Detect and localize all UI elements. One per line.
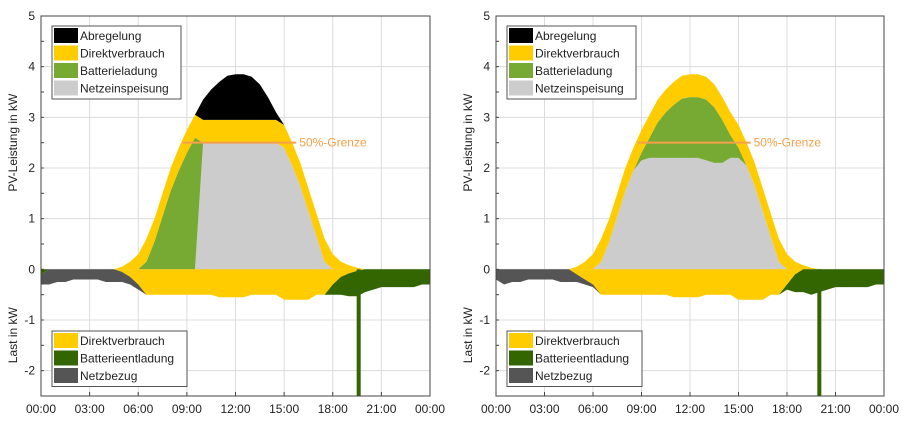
x-tick-label: 06:00 <box>578 402 608 416</box>
y-tick-label: -2 <box>24 364 35 378</box>
legend-load: Direktverbrauch Batterieentladung Netzbezu… <box>506 330 643 387</box>
x-tick-label: 12:00 <box>675 402 705 416</box>
x-tick-label: 00:00 <box>481 402 511 416</box>
x-tick-label: 18:00 <box>772 402 802 416</box>
legend-label: Netzbezug <box>535 369 592 383</box>
legend-swatch <box>54 350 78 366</box>
legend-swatch <box>509 368 533 383</box>
pv-batterieladung-area <box>496 97 884 270</box>
legend-label: Direktverbrauch <box>535 47 620 61</box>
x-tick-label: 03:00 <box>75 402 105 416</box>
legend-swatch <box>54 368 78 383</box>
x-tick-label: 21:00 <box>820 402 850 416</box>
legend-pv: Abregelung Direktverbrauch Batterieladung N… <box>506 25 637 100</box>
legend-label: Abregelung <box>535 29 596 43</box>
y-tick-label: -1 <box>24 313 35 327</box>
legend-label: Direktverbrauch <box>80 47 165 61</box>
legend-label: Netzeinspeisung <box>535 82 624 96</box>
legend-label: Abregelung <box>80 29 141 43</box>
legend-swatch <box>509 45 533 61</box>
y-tick-label: 2 <box>28 161 35 175</box>
limit-line-label: 50%-Grenze <box>754 136 822 150</box>
x-tick-label: 03:00 <box>529 402 559 416</box>
y-tick-label: 2 <box>483 161 490 175</box>
chart-1: 50%-Grenze 00:00 03:00 06:00 09:00 12:00 15:00… <box>6 9 445 416</box>
x-tick-label: 00:00 <box>26 402 56 416</box>
load-batterieentladung-area <box>41 269 430 300</box>
x-tick-label: 00:00 <box>869 402 899 416</box>
load-direktverbrauch-area <box>496 269 884 300</box>
y-axis-title-load: Last in kW <box>6 307 20 364</box>
y-tick-label: 0 <box>483 262 490 276</box>
x-tick-label: 21:00 <box>366 402 396 416</box>
legend-swatch <box>54 45 78 61</box>
load-batterieentladung-area <box>496 269 884 300</box>
x-tick-label: 12:00 <box>220 402 250 416</box>
y-tick-label: 3 <box>28 110 35 124</box>
pv-abregelung-area <box>41 74 430 270</box>
legend-swatch <box>54 63 78 78</box>
legend-swatch <box>54 80 78 96</box>
load-netzbezug-area <box>41 269 430 300</box>
legend-label: Netzeinspeisung <box>80 82 169 96</box>
legend-swatch <box>54 28 78 43</box>
legend-swatch <box>509 28 533 43</box>
y-axis-title-load: Last in kW <box>461 307 475 364</box>
y-tick-label: 3 <box>483 110 490 124</box>
y-tick-label: 1 <box>483 212 490 226</box>
y-axis-title-pv: PV-Leistung in kW <box>6 93 20 192</box>
y-axis-title-pv: PV-Leistung in kW <box>461 93 475 192</box>
legend-label: Batterieladung <box>535 64 612 78</box>
load-peak-spike <box>356 269 361 396</box>
legend-pv: Abregelung Direktverbrauch Batterieladung N… <box>51 25 182 100</box>
legend-swatch <box>509 80 533 96</box>
y-tick-label: 5 <box>28 9 35 23</box>
y-tick-label: -1 <box>479 313 490 327</box>
legend-swatch <box>509 333 533 348</box>
y-tick-label: 5 <box>483 9 490 23</box>
x-tick-label: 09:00 <box>172 402 202 416</box>
legend-load: Direktverbrauch Batterieentladung Netzbezu… <box>51 330 188 387</box>
legend-label: Batterieentladung <box>535 352 629 366</box>
load-direktverbrauch-area <box>41 269 430 300</box>
load-peak-spike <box>817 269 822 396</box>
legend-label: Direktverbrauch <box>535 334 620 348</box>
x-tick-label: 18:00 <box>318 402 348 416</box>
pv-netzeinspeisung-area <box>496 157 884 270</box>
x-tick-label: 06:00 <box>123 402 153 416</box>
y-tick-label: 4 <box>483 60 490 74</box>
legend-swatch <box>509 63 533 78</box>
legend-label: Batterieentladung <box>80 352 174 366</box>
y-tick-label: 0 <box>28 262 35 276</box>
pv-netzeinspeisung-area <box>41 142 430 270</box>
x-tick-label: 09:00 <box>626 402 656 416</box>
x-tick-label: 15:00 <box>723 402 753 416</box>
load-netzbezug-area <box>496 269 884 300</box>
y-tick-label: 4 <box>28 60 35 74</box>
legend-swatch <box>54 333 78 348</box>
legend-label: Direktverbrauch <box>80 334 165 348</box>
y-tick-label: -2 <box>479 364 490 378</box>
legend-swatch <box>509 350 533 366</box>
y-tick-label: 1 <box>28 212 35 226</box>
limit-line-label: 50%-Grenze <box>299 136 367 150</box>
chart-2: 50%-Grenze 00:00 03:00 06:00 09:00 12:00 15:00… <box>461 9 899 416</box>
legend-label: Netzbezug <box>80 369 137 383</box>
x-tick-label: 00:00 <box>415 402 445 416</box>
legend-label: Batterieladung <box>80 64 157 78</box>
x-tick-label: 15:00 <box>269 402 299 416</box>
